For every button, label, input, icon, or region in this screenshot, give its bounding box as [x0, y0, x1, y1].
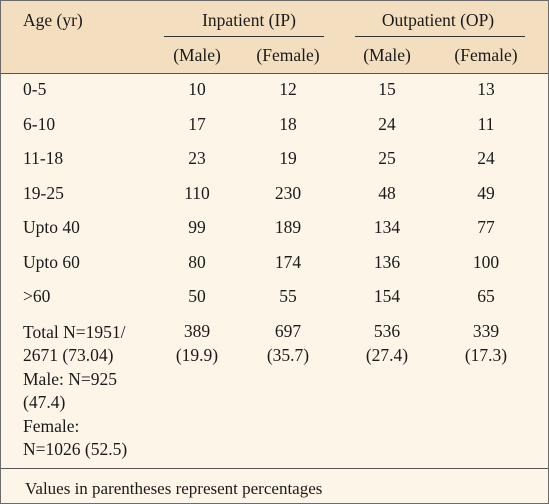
age-cell: 0-5 [23, 79, 47, 99]
total-label-line: 2671 (73.04) [23, 345, 114, 366]
op-male-cell: 136 [373, 252, 401, 272]
total-op-female: 339 [472, 321, 500, 341]
inpatient-underline [164, 36, 324, 37]
age-cell: Upto 40 [23, 217, 80, 237]
op-female-cell: 65 [477, 286, 495, 306]
total-label-line: N=1026 (52.5) [23, 439, 128, 460]
ip-male-cell: 50 [188, 286, 206, 306]
op-female-cell: 13 [477, 79, 495, 99]
total-label-line: Male: N=925 [23, 368, 117, 389]
total-ip-female: 697 [274, 321, 302, 341]
ip-female-subheader: (Female) [256, 45, 320, 65]
total-label-line: (47.4) [23, 392, 66, 413]
ip-male-cell: 17 [188, 114, 206, 134]
op-female-cell: 49 [477, 183, 495, 203]
total-op-female-pct: (17.3) [464, 345, 508, 365]
total-op-male: 536 [373, 321, 401, 341]
total-ip-female-pct: (35.7) [266, 345, 310, 365]
age-cell: 19-25 [23, 183, 64, 203]
total-ip-male: 389 [183, 321, 211, 341]
header-divider [1, 73, 548, 74]
ip-male-cell: 23 [188, 148, 206, 168]
ip-male-cell: 10 [188, 79, 206, 99]
op-female-cell: 100 [472, 252, 500, 272]
op-male-subheader: (Male) [363, 45, 411, 65]
op-male-cell: 25 [378, 148, 396, 168]
ip-female-cell: 18 [279, 114, 297, 134]
op-male-cell: 24 [378, 114, 396, 134]
age-cell: Upto 60 [23, 252, 80, 272]
op-male-cell: 15 [378, 79, 396, 99]
op-female-cell: 11 [477, 114, 495, 134]
table-header: Age (yr) Inpatient (IP) Outpatient (OP) … [1, 1, 548, 73]
ip-female-cell: 12 [279, 79, 297, 99]
ip-female-cell: 174 [274, 252, 302, 272]
ip-male-cell: 99 [188, 217, 206, 237]
op-male-cell: 48 [378, 183, 396, 203]
ip-female-cell: 189 [274, 217, 302, 237]
age-cell: 6-10 [23, 114, 56, 134]
outpatient-underline [355, 36, 525, 37]
age-column-header: Age (yr) [23, 10, 83, 30]
ip-male-cell: 80 [188, 252, 206, 272]
age-cell: 11-18 [23, 148, 64, 168]
ip-male-cell: 110 [184, 183, 210, 203]
age-cell: >60 [23, 286, 51, 306]
total-label: Total N=1951/ 2671 (73.04) Male: N=925 (… [23, 321, 127, 461]
inpatient-header: Inpatient (IP) [202, 10, 296, 30]
total-ip-male-pct: (19.9) [175, 345, 219, 365]
footer-divider [1, 468, 548, 469]
op-male-cell: 154 [373, 286, 401, 306]
ip-male-subheader: (Male) [173, 45, 221, 65]
op-female-cell: 24 [477, 148, 495, 168]
ip-female-cell: 230 [274, 183, 302, 203]
table-footnote: Values in parentheses represent percenta… [25, 479, 323, 498]
op-female-subheader: (Female) [454, 45, 518, 65]
op-male-cell: 134 [373, 217, 401, 237]
ip-female-cell: 55 [279, 286, 297, 306]
ip-female-cell: 19 [279, 148, 297, 168]
outpatient-header: Outpatient (OP) [381, 10, 495, 30]
total-label-line: Female: [23, 415, 80, 436]
total-label-line: Total N=1951/ [23, 322, 126, 342]
op-female-cell: 77 [477, 217, 495, 237]
total-op-male-pct: (27.4) [365, 345, 409, 365]
